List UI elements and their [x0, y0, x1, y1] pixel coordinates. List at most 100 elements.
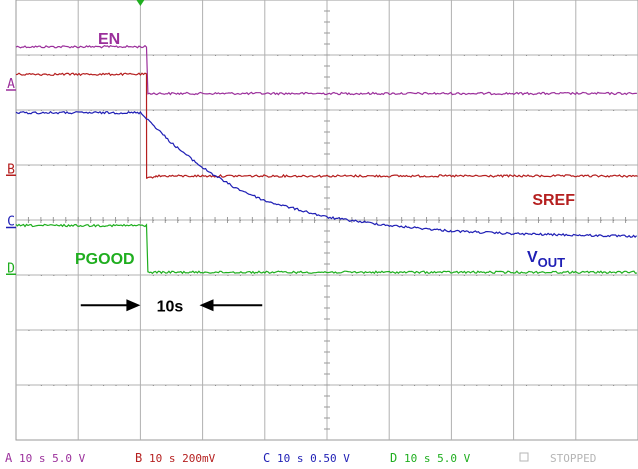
- grid-dot: [438, 165, 440, 166]
- grid-dot: [289, 110, 291, 111]
- grid-dot: [426, 220, 428, 221]
- grid-dot: [103, 385, 105, 386]
- grid-dot: [414, 330, 416, 331]
- trace-label-en: EN: [98, 31, 120, 48]
- grid-dot: [426, 110, 428, 111]
- grid-dot: [314, 275, 316, 276]
- grid-dot: [190, 55, 192, 56]
- grid-dot: [177, 165, 179, 166]
- grid-dot: [526, 330, 528, 331]
- grid-dot: [40, 165, 42, 166]
- grid-dot: [28, 330, 30, 331]
- grid-dot: [376, 385, 378, 386]
- grid-dot: [550, 55, 552, 56]
- grid-dot: [463, 330, 465, 331]
- grid-dot: [588, 385, 590, 386]
- grid-dot: [103, 165, 105, 166]
- grid-dot: [252, 220, 254, 221]
- grid-dot: [351, 55, 353, 56]
- grid-dot: [438, 330, 440, 331]
- grid-dot: [127, 330, 129, 331]
- grid-dot: [227, 275, 229, 276]
- grid-dot: [426, 330, 428, 331]
- grid-dot: [65, 55, 67, 56]
- grid-dot: [115, 330, 117, 331]
- grid-dot: [115, 275, 117, 276]
- grid-dot: [127, 165, 129, 166]
- grid-dot: [53, 165, 55, 166]
- grid-dot: [302, 330, 304, 331]
- grid-dot: [613, 275, 615, 276]
- grid-dot: [127, 110, 129, 111]
- grid-dot: [252, 275, 254, 276]
- grid-dot: [314, 55, 316, 56]
- grid-dot: [115, 385, 117, 386]
- grid-dot: [65, 165, 67, 166]
- grid-dot: [339, 165, 341, 166]
- grid-dot: [289, 220, 291, 221]
- annotation-label: 10s: [157, 298, 184, 315]
- grid-dot: [351, 165, 353, 166]
- grid-dot: [550, 385, 552, 386]
- grid-dot: [302, 110, 304, 111]
- graticule: [15, 0, 638, 441]
- channel-marker-a: A: [7, 77, 15, 92]
- grid-dot: [488, 275, 490, 276]
- grid-dot: [588, 55, 590, 56]
- grid-dot: [488, 220, 490, 221]
- grid-dot: [314, 385, 316, 386]
- grid-dot: [277, 275, 279, 276]
- grid-dot: [177, 330, 179, 331]
- grid-dot: [177, 110, 179, 111]
- grid-dot: [488, 55, 490, 56]
- channel-marker-b: B: [7, 162, 15, 177]
- grid-dot: [563, 330, 565, 331]
- channel-marker-d: D: [7, 261, 15, 276]
- grid-dot: [239, 110, 241, 111]
- grid-dot: [277, 165, 279, 166]
- grid-dot: [339, 110, 341, 111]
- trace-sref: [15, 72, 638, 179]
- grid-dot: [177, 275, 179, 276]
- grid-dot: [215, 330, 217, 331]
- grid-dot: [351, 330, 353, 331]
- grid-dot: [588, 275, 590, 276]
- grid-dot: [65, 385, 67, 386]
- trace-label-main: V: [527, 249, 538, 266]
- grid-dot: [53, 55, 55, 56]
- grid-dot: [152, 110, 154, 111]
- grid-dot: [165, 275, 167, 276]
- grid-dot: [526, 275, 528, 276]
- grid-dot: [339, 275, 341, 276]
- grid-dot: [28, 220, 30, 221]
- grid-dot: [239, 275, 241, 276]
- grid-dot: [215, 110, 217, 111]
- grid-dot: [152, 330, 154, 331]
- grid-dot: [600, 220, 602, 221]
- grid-dot: [364, 275, 366, 276]
- grid-dot: [252, 55, 254, 56]
- grid-dot: [463, 385, 465, 386]
- grid-dot: [526, 55, 528, 56]
- status-channel-a: A: [5, 451, 13, 465]
- channel-markers: A B C D: [6, 77, 16, 276]
- grid-dot: [127, 385, 129, 386]
- grid-dot: [227, 165, 229, 166]
- grid-dot: [314, 110, 316, 111]
- status-bar: A 10 s 5.0 V B 10 s 200mV C 10 s 0.50 V D 10 s …: [5, 451, 596, 465]
- grid-dot: [115, 55, 117, 56]
- grid-dot: [438, 385, 440, 386]
- trace-pgood: [15, 223, 637, 275]
- grid-dot: [538, 220, 540, 221]
- grid-dot: [152, 165, 154, 166]
- grid-dot: [488, 330, 490, 331]
- grid-dot: [438, 220, 440, 221]
- grid-dot: [239, 330, 241, 331]
- grid-dot: [600, 385, 602, 386]
- grid-dot: [103, 110, 105, 111]
- grid-dot: [90, 55, 92, 56]
- grid-dot: [53, 110, 55, 111]
- grid-dot: [588, 330, 590, 331]
- grid-dot: [314, 220, 316, 221]
- time-annotation: 10s: [80, 298, 263, 315]
